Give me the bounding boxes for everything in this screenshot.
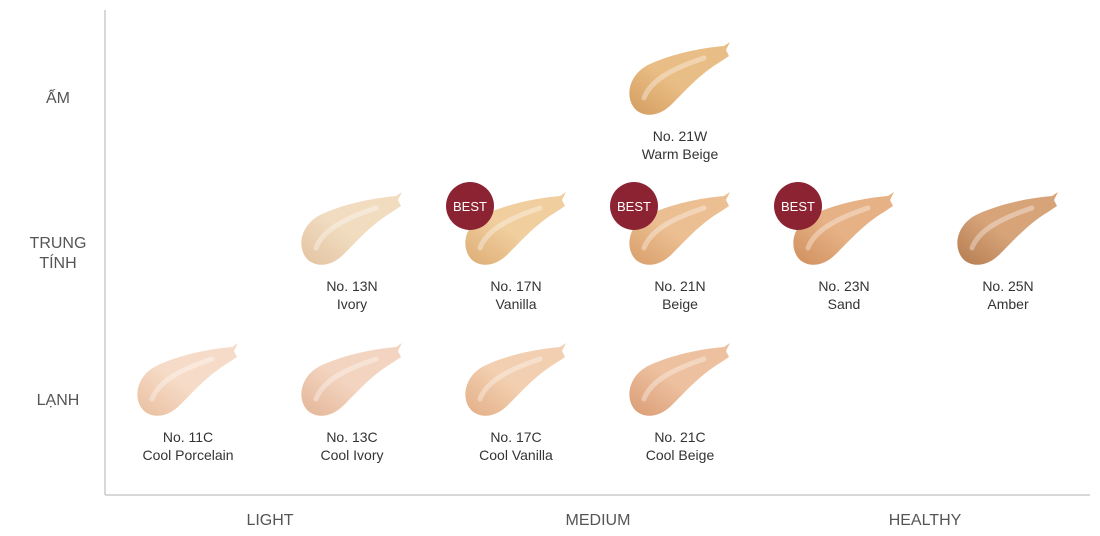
shade-point-no-21c: No. 21C Cool Beige bbox=[629, 343, 730, 463]
shade-code-label: No. 21N bbox=[654, 278, 705, 294]
y-tick-label: TÍNH bbox=[39, 253, 76, 272]
swatch-highlight bbox=[641, 55, 707, 101]
shade-point-no-13n: No. 13N Ivory bbox=[301, 192, 402, 312]
swatch-highlight bbox=[477, 205, 543, 251]
y-tick-label: TRUNG bbox=[30, 235, 87, 252]
best-badge-label: BEST bbox=[617, 199, 651, 214]
shade-code-label: No. 21W bbox=[653, 128, 708, 144]
swatch-no-13n bbox=[301, 192, 402, 265]
y-tick-label: ẤM bbox=[46, 88, 70, 107]
swatch-highlight bbox=[477, 356, 543, 402]
shade-name-label: Ivory bbox=[337, 296, 367, 312]
shade-name-label: Cool Ivory bbox=[320, 447, 383, 463]
shade-code-label: No. 25N bbox=[982, 278, 1033, 294]
swatch-highlight bbox=[313, 205, 379, 251]
shade-name-label: Amber bbox=[987, 296, 1029, 312]
shade-code-label: No. 23N bbox=[818, 278, 869, 294]
swatch-highlight bbox=[641, 356, 707, 402]
swatch-highlight bbox=[641, 205, 707, 251]
swatch-no-25n bbox=[957, 192, 1058, 265]
swatch-highlight bbox=[149, 356, 215, 402]
best-badge bbox=[610, 182, 658, 230]
shade-point-no-13c: No. 13C Cool Ivory bbox=[301, 343, 402, 463]
x-tick-label: LIGHT bbox=[246, 512, 293, 529]
shade-point-no-25n: No. 25N Amber bbox=[957, 192, 1058, 312]
shade-point-no-11c: No. 11C Cool Porcelain bbox=[137, 343, 238, 463]
swatch-no-21w bbox=[629, 42, 730, 115]
best-badge-label: BEST bbox=[781, 199, 815, 214]
y-tick-label: LẠNH bbox=[37, 392, 80, 409]
best-badge bbox=[446, 182, 494, 230]
swatch-highlight bbox=[805, 205, 871, 251]
x-axis-labels: LIGHT MEDIUM HEALTHY bbox=[246, 512, 961, 529]
swatch-no-21n bbox=[629, 192, 730, 265]
shade-code-label: No. 13C bbox=[326, 429, 377, 445]
shade-code-label: No. 21C bbox=[654, 429, 705, 445]
swatch-no-17c bbox=[465, 343, 566, 416]
shade-name-label: Vanilla bbox=[496, 296, 537, 312]
shade-name-label: Cool Beige bbox=[646, 447, 715, 463]
best-badge bbox=[774, 182, 822, 230]
shade-point-no-17c: No. 17C Cool Vanilla bbox=[465, 343, 566, 463]
shade-code-label: No. 13N bbox=[326, 278, 377, 294]
shade-name-label: Warm Beige bbox=[642, 146, 719, 162]
shade-points: No. 21W Warm Beige No. 13N Ivory No. 17N Vani… bbox=[137, 42, 1058, 463]
shade-name-label: Beige bbox=[662, 296, 698, 312]
shade-code-label: No. 17N bbox=[490, 278, 541, 294]
swatch-no-17n bbox=[465, 192, 566, 265]
swatch-no-13c bbox=[301, 343, 402, 416]
shade-code-label: No. 17C bbox=[490, 429, 541, 445]
shade-name-label: Cool Vanilla bbox=[479, 447, 553, 463]
x-tick-label: HEALTHY bbox=[889, 512, 962, 529]
swatch-highlight bbox=[313, 356, 379, 402]
shade-point-no-23n: No. 23N Sand BEST bbox=[774, 182, 894, 312]
shade-point-no-17n: No. 17N Vanilla BEST bbox=[446, 182, 566, 312]
shade-code-label: No. 11C bbox=[163, 429, 213, 445]
shade-name-label: Cool Porcelain bbox=[142, 447, 233, 463]
swatch-highlight bbox=[969, 205, 1035, 251]
swatch-no-21c bbox=[629, 343, 730, 416]
x-tick-label: MEDIUM bbox=[566, 512, 631, 529]
swatch-no-11c bbox=[137, 343, 238, 416]
shade-name-label: Sand bbox=[828, 296, 861, 312]
swatch-no-23n bbox=[793, 192, 894, 265]
shade-point-no-21n: No. 21N Beige BEST bbox=[610, 182, 730, 312]
best-badge-label: BEST bbox=[453, 199, 487, 214]
shade-point-no-21w: No. 21W Warm Beige bbox=[629, 42, 730, 162]
